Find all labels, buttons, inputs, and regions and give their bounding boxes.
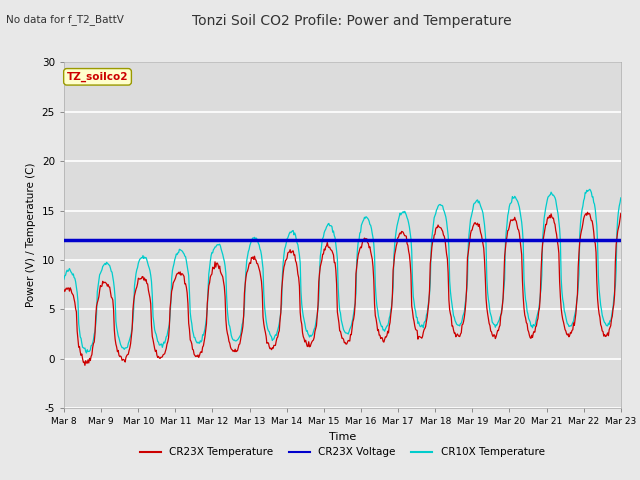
- Legend: CR23X Temperature, CR23X Voltage, CR10X Temperature: CR23X Temperature, CR23X Voltage, CR10X …: [136, 443, 548, 462]
- Text: TZ_soilco2: TZ_soilco2: [67, 72, 128, 82]
- X-axis label: Time: Time: [329, 432, 356, 442]
- Text: No data for f_T2_BattV: No data for f_T2_BattV: [6, 14, 124, 25]
- Y-axis label: Power (V) / Temperature (C): Power (V) / Temperature (C): [26, 163, 36, 308]
- Text: Tonzi Soil CO2 Profile: Power and Temperature: Tonzi Soil CO2 Profile: Power and Temper…: [192, 14, 512, 28]
